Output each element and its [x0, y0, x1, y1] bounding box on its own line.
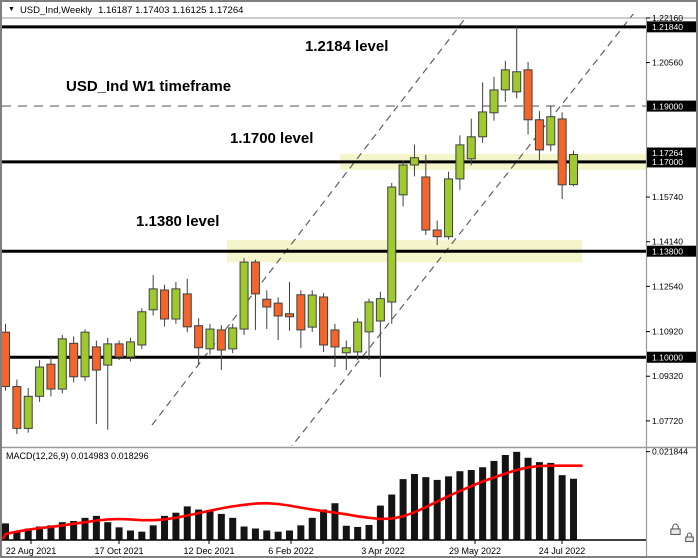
price-badge-label: 1.17264	[652, 148, 683, 158]
date-label: 22 Aug 2021	[6, 546, 57, 556]
macd-signal-line	[2, 464, 583, 540]
price-tick-label: 1.10920	[652, 327, 683, 337]
annotation-level-11380: 1.1380 level	[136, 213, 220, 230]
level-price-badge	[647, 351, 696, 363]
price-badge-label: 1.10000	[652, 352, 683, 362]
highlight-bands	[227, 153, 646, 263]
macd-histogram-layer	[2, 451, 577, 540]
date-label: 3 Apr 2022	[361, 546, 405, 556]
price-tick-label: 1.15740	[652, 192, 683, 202]
title-ohlc: 1.16187 1.17403 1.16125 1.17264	[98, 4, 244, 16]
price-badge-label: 1.19000	[652, 101, 683, 111]
annotation-level-12184: 1.2184 level	[305, 38, 389, 55]
date-label: 12 Dec 2021	[183, 546, 234, 556]
current-price-badge	[647, 147, 696, 159]
title-bar: ▼ USD_Ind,Weekly 1.16187 1.17403 1.16125…	[2, 2, 696, 18]
annotation-timeframe: USD_Ind W1 timeframe	[66, 78, 232, 95]
price-tick-label: 1.12540	[652, 281, 683, 291]
date-label: 6 Feb 2022	[268, 546, 314, 556]
price-scale-lock-icon[interactable]	[670, 523, 681, 535]
symbol-dropdown-icon[interactable]: ▼	[8, 6, 15, 13]
title-symbol: USD_Ind,Weekly	[19, 4, 93, 16]
time-axis[interactable]: 22 Aug 2021 17 Oct 2021 12 Dec 2021 6 Feb 2…	[2, 539, 646, 556]
price-badge-label: 1.13800	[652, 246, 683, 256]
price-tick-label: 1.20560	[652, 58, 683, 68]
price-badge-label: 1.21840	[652, 22, 683, 32]
level-price-badge	[647, 156, 696, 168]
level-price-badge	[647, 100, 696, 112]
candles-layer	[2, 26, 578, 434]
macd-scale-label: 0.021844	[652, 447, 688, 457]
annotation-level-11700: 1.1700 level	[230, 130, 314, 147]
level-price-badge	[647, 21, 696, 33]
price-tick-label: 1.07720	[652, 416, 683, 426]
date-label: 29 May 2022	[449, 546, 501, 556]
macd-panel	[2, 451, 583, 540]
price-axis[interactable]: 1.22160 1.20560 1.15740 1.14140 1.12540 1.109…	[645, 13, 698, 558]
price-tick-label: 1.22160	[652, 13, 683, 23]
macd-indicator-label: MACD(12,26,9) 0.014983 0.018296	[6, 451, 149, 461]
date-label: 24 Jul 2022	[539, 546, 586, 556]
date-label: 17 Oct 2021	[94, 546, 143, 556]
price-badge-label: 1.17000	[652, 157, 683, 167]
level-price-badge	[647, 245, 696, 257]
time-scale-lock-icon[interactable]	[685, 532, 694, 543]
price-tick-label: 1.09320	[652, 371, 683, 381]
price-tick-label: 1.14140	[652, 237, 683, 247]
